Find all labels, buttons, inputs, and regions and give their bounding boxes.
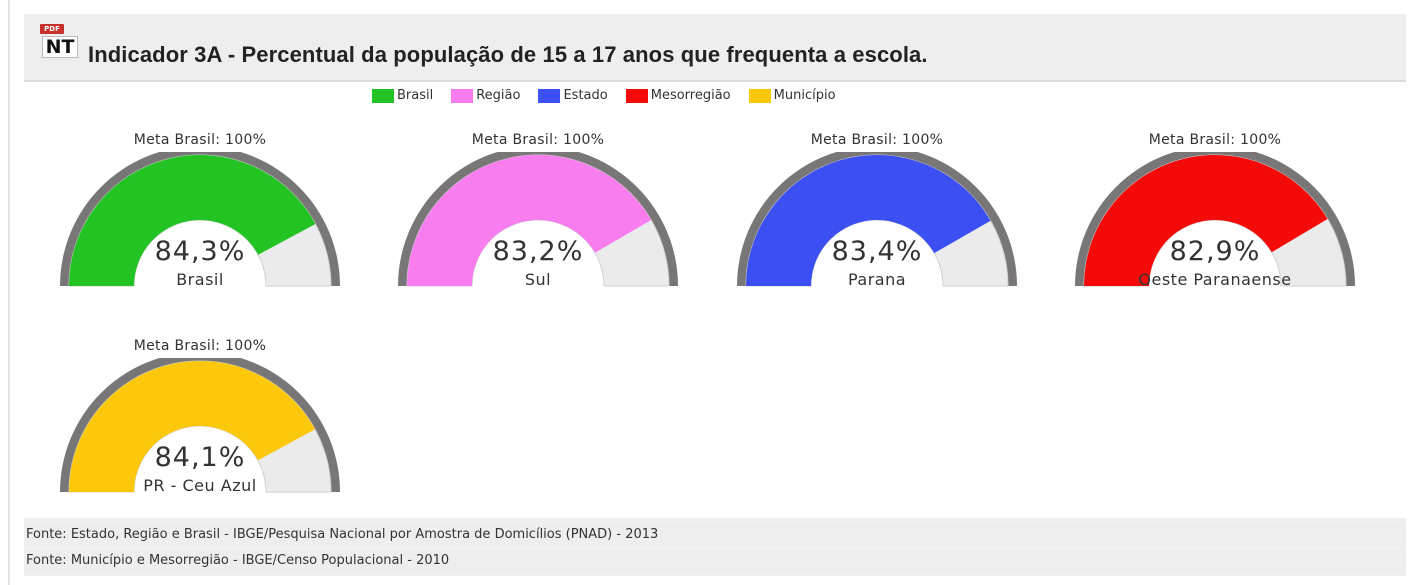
gauge-value-arc[interactable] (69, 361, 315, 492)
source-text: Fonte: Município e Mesorregião - IBGE/Ce… (26, 553, 450, 568)
gauge-svg (60, 152, 340, 287)
gauge-target-label: Meta Brasil: 100% (133, 132, 267, 148)
indicator-panel: PDF NT Indicador 3A - Percentual da popu… (24, 14, 1406, 576)
gauge-value: 84,1% (154, 442, 246, 473)
gauge-oeste-paranaense: Meta Brasil: 100% 82,9% Oeste Paranaense (1075, 132, 1375, 312)
gauge-value: 82,9% (1169, 236, 1261, 267)
pdf-badge: PDF (40, 24, 64, 34)
gauge-value-arc[interactable] (1084, 155, 1328, 286)
gauge-brasil: Meta Brasil: 100% 84,3% Brasil (60, 132, 360, 312)
source-note-pnad: Fonte: Estado, Região e Brasil - IBGE/Pe… (24, 524, 1406, 546)
legend-swatch (748, 88, 771, 103)
gauge-value-arc[interactable] (746, 154, 991, 286)
gauge-name: Oeste Paranaense (1138, 270, 1292, 289)
gauge-svg (737, 152, 1017, 287)
page-title: Indicador 3A - Percentual da população d… (88, 42, 928, 67)
legend-swatch (625, 88, 648, 103)
gauge-name: Sul (524, 270, 552, 289)
gauge-value: 84,3% (154, 236, 246, 267)
legend-label: Município (773, 88, 836, 103)
gauge-sul: Meta Brasil: 100% 83,2% Sul (398, 132, 698, 312)
legend-item-regiao[interactable]: Região (451, 88, 520, 103)
gauge-value: 83,4% (831, 236, 923, 267)
legend-item-municipio[interactable]: Município (748, 88, 836, 103)
gauge-value-arc[interactable] (69, 155, 316, 286)
gauge-chart-area: Brasil Região Estado Mesorregião Municíp… (24, 82, 1406, 518)
source-text: Fonte: Estado, Região e Brasil - IBGE/Pe… (26, 527, 659, 542)
gauge-svg (1075, 152, 1355, 287)
gauge-target-label: Meta Brasil: 100% (133, 338, 267, 354)
gauge-value: 83,2% (492, 236, 584, 267)
gauge-name: Parana (847, 270, 907, 289)
gauge-svg (398, 152, 678, 287)
legend-swatch (372, 88, 394, 103)
legend-item-mesorregiao[interactable]: Mesorregião (625, 88, 731, 103)
legend-label: Brasil (397, 88, 434, 103)
gauge-parana: Meta Brasil: 100% 83,4% Parana (737, 132, 1037, 312)
gauge-target-label: Meta Brasil: 100% (471, 132, 605, 148)
legend-label: Estado (563, 88, 608, 103)
gauge-target-label: Meta Brasil: 100% (810, 132, 944, 148)
legend-label: Mesorregião (650, 88, 731, 103)
left-divider (8, 0, 10, 585)
nt-label: NT (42, 36, 78, 58)
legend-label: Região (476, 88, 521, 103)
pdf-document-icon[interactable]: PDF NT (40, 24, 78, 58)
gauge-pr-ceu-azul: Meta Brasil: 100% 84,1% PR - Ceu Azul (60, 338, 360, 518)
gauge-target-label: Meta Brasil: 100% (1148, 132, 1282, 148)
legend-swatch (538, 88, 561, 103)
legend-item-estado[interactable]: Estado (538, 88, 608, 103)
gauge-name: PR - Ceu Azul (143, 476, 257, 495)
gauge-svg (60, 358, 340, 493)
legend-item-brasil[interactable]: Brasil (372, 88, 433, 103)
gauge-value-arc[interactable] (407, 155, 652, 286)
indicator-header: PDF NT Indicador 3A - Percentual da popu… (24, 14, 1406, 82)
legend-swatch (451, 88, 474, 103)
chart-legend: Brasil Região Estado Mesorregião Municíp… (372, 88, 836, 103)
source-note-censo: Fonte: Município e Mesorregião - IBGE/Ce… (24, 550, 1406, 572)
gauge-name: Brasil (176, 270, 224, 289)
